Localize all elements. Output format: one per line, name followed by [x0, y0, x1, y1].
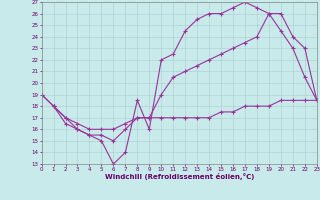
X-axis label: Windchill (Refroidissement éolien,°C): Windchill (Refroidissement éolien,°C) [105, 173, 254, 180]
